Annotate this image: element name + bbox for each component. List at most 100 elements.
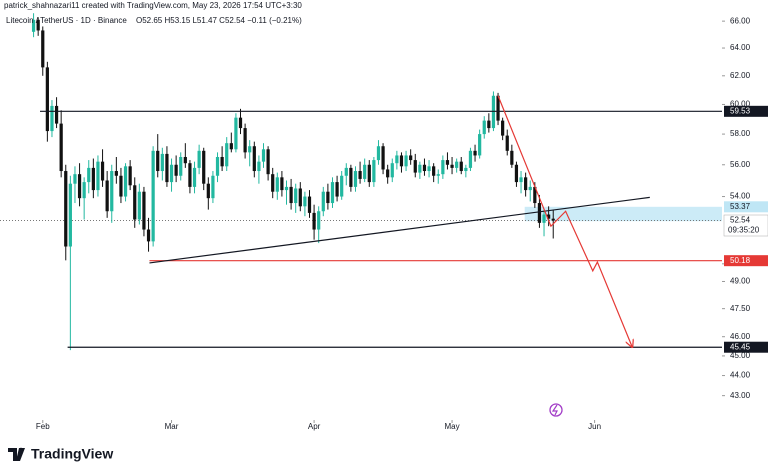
- y-tick-label: 60.00: [730, 100, 751, 109]
- candle-body: [73, 174, 77, 184]
- x-tick-label: Feb: [36, 422, 50, 431]
- candle-body: [211, 175, 215, 199]
- y-tick-label: 44.00: [730, 371, 751, 380]
- candle-body: [50, 105, 54, 132]
- candle-body: [404, 155, 408, 167]
- candle-body: [501, 120, 505, 136]
- candle-body: [432, 166, 436, 176]
- candle-body: [271, 174, 275, 192]
- candle-body: [450, 164, 454, 168]
- candle-body: [252, 146, 256, 172]
- candle-body: [294, 188, 298, 204]
- candle-body: [87, 167, 91, 183]
- y-tick-label: 45.00: [730, 351, 751, 360]
- x-tick-label: Jun: [588, 422, 601, 431]
- projection-path: [497, 95, 632, 347]
- candle-body: [455, 161, 459, 168]
- event-icon: [549, 403, 563, 417]
- candle-body: [156, 150, 160, 172]
- candle-body: [372, 160, 376, 183]
- candle-body: [344, 167, 348, 176]
- candle-body: [243, 128, 247, 153]
- candle-body: [395, 155, 399, 164]
- candle-body: [353, 171, 358, 187]
- candle-body: [358, 171, 362, 179]
- candle-body: [188, 163, 192, 187]
- candle-body: [215, 156, 220, 176]
- ohlc-info: O52.65 H53.15 L51.47 C52.54 −0.11 (−0.21…: [136, 16, 302, 25]
- candle-body: [54, 105, 59, 124]
- price-label: 53.37: [730, 202, 751, 211]
- candle-body: [238, 117, 243, 129]
- candle-body: [312, 212, 316, 230]
- candle-body: [165, 153, 169, 183]
- candle-body: [519, 177, 523, 183]
- candle-body: [303, 196, 307, 207]
- candle-body: [257, 161, 261, 172]
- candle-body: [340, 175, 344, 197]
- candle-body: [82, 182, 86, 199]
- symbol-title: Litecoin / TetherUS · 1D · Binance: [6, 16, 127, 25]
- candle-body: [248, 146, 252, 153]
- candle-body: [41, 30, 45, 68]
- candle-body: [298, 188, 302, 207]
- candle-body: [533, 186, 537, 204]
- price-label-box: [724, 201, 768, 213]
- y-tick-label: 47.50: [730, 304, 751, 313]
- candle-body: [174, 164, 178, 176]
- candle-body: [367, 164, 371, 183]
- candle-body: [547, 214, 551, 219]
- candle-body: [528, 186, 532, 191]
- candle-body: [59, 123, 63, 172]
- candle-body: [192, 167, 197, 187]
- candle-body: [146, 229, 151, 242]
- candle-body: [31, 19, 36, 32]
- candle-body: [229, 143, 233, 150]
- y-tick-label: 54.00: [730, 192, 751, 201]
- candle-body: [381, 146, 385, 170]
- y-tick-label: 49.00: [730, 277, 751, 286]
- candle-body: [349, 167, 353, 187]
- candle-body: [409, 155, 413, 161]
- header: patrick_shahnazari11 created with Tradin…: [4, 1, 302, 10]
- candle-body: [220, 156, 224, 167]
- candle-body: [514, 164, 519, 183]
- y-tick-label: 62.00: [730, 71, 751, 80]
- candle-body: [473, 150, 477, 156]
- candle-body: [160, 153, 164, 172]
- candle-body: [459, 161, 463, 172]
- candle-body: [45, 67, 49, 132]
- candle-body: [77, 174, 82, 199]
- x-tick-label: Mar: [165, 422, 179, 431]
- candle-body: [464, 167, 468, 172]
- price-label-box: [724, 341, 768, 353]
- countdown-label: 09:35:20: [728, 226, 760, 235]
- candle-body: [399, 155, 404, 167]
- price-label: 45.45: [730, 342, 751, 351]
- candle-body: [505, 135, 509, 151]
- candle-body: [64, 171, 68, 247]
- candle-body: [100, 161, 105, 181]
- y-tick-label: 46.00: [730, 332, 751, 341]
- candle-body: [436, 174, 440, 176]
- candle-body: [510, 150, 514, 165]
- candle-body: [105, 180, 109, 212]
- y-tick-label: 56.00: [730, 160, 751, 169]
- candle-body: [390, 163, 394, 178]
- candle-body: [284, 186, 289, 191]
- candle-body: [91, 167, 95, 191]
- candle-body: [151, 150, 155, 242]
- x-tick-label: Apr: [308, 422, 321, 431]
- candle-body: [202, 150, 206, 184]
- candle-body: [169, 164, 174, 183]
- logo-dot: [19, 447, 23, 452]
- candle-body: [307, 196, 312, 213]
- candle-body: [482, 120, 486, 135]
- price-label-box: [723, 214, 768, 237]
- event-icon-bolt: [551, 404, 558, 416]
- candle-body: [321, 191, 325, 212]
- candle-body: [206, 183, 210, 199]
- plot-area: [0, 13, 722, 351]
